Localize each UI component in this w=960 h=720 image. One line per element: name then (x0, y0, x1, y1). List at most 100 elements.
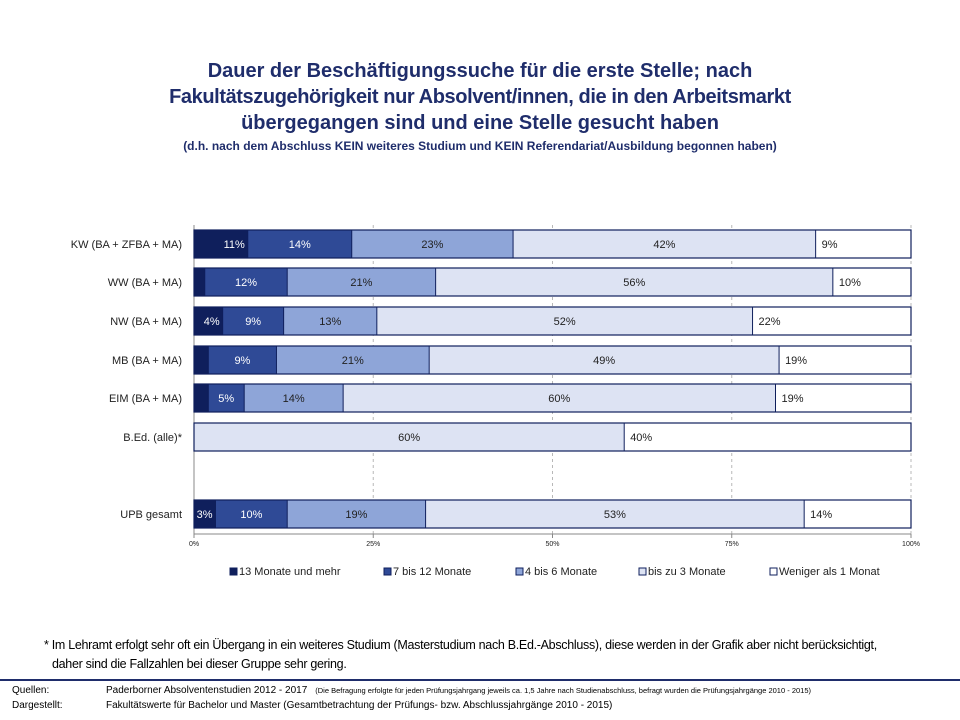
category-label: EIM (BA + MA) (109, 393, 182, 405)
data-label: 13% (319, 316, 341, 328)
data-label: 19% (785, 355, 807, 367)
bar-segment (194, 500, 216, 528)
data-label: 14% (289, 239, 311, 251)
data-label: 22% (759, 316, 781, 328)
bar-segment (351, 230, 514, 258)
data-label: 40% (630, 432, 652, 444)
data-label: 60% (548, 393, 570, 405)
data-label: 14% (810, 509, 832, 521)
data-label: 21% (342, 355, 364, 367)
footnote-line-1: * Im Lehramt erfolgt sehr oft ein Überga… (44, 638, 877, 652)
bar-outline (193, 306, 912, 336)
legend-label: 13 Monate und mehr (239, 566, 341, 578)
data-label: 9% (234, 355, 250, 367)
bar-segment (775, 384, 911, 412)
footnote: * Im Lehramt erfolgt sehr oft ein Überga… (44, 636, 877, 674)
footer-divider (0, 679, 960, 681)
chart-title-line-1: Dauer der Beschäftigungssuche für die er… (207, 60, 753, 82)
chart-title-line-2: Fakultätszugehörigkeit nur Absolvent/inn… (169, 86, 791, 108)
bar-segment (276, 346, 430, 374)
bar-segment (832, 268, 907, 296)
data-label: 21% (350, 277, 372, 289)
bar-outline (193, 267, 912, 297)
bar-segment (222, 307, 284, 335)
x-tick-label: 0% (189, 541, 199, 548)
legend-label: bis zu 3 Monate (648, 566, 726, 578)
legend-swatch (515, 567, 524, 576)
data-label: 52% (554, 316, 576, 328)
sources-text: Paderborner Absolventenstudien 2012 - 20… (106, 685, 308, 696)
bar-segment (779, 346, 911, 374)
data-label: 53% (604, 509, 626, 521)
x-tick-label: 25% (366, 541, 380, 548)
bar-segment (194, 384, 209, 412)
data-label: 12% (235, 277, 257, 289)
bar-segment (624, 423, 911, 451)
chart-title-block: Dauer der Beschäftigungssuche für die er… (0, 58, 960, 154)
bar-segment (194, 230, 248, 258)
data-label: 3% (197, 509, 213, 521)
data-label: 10% (240, 509, 262, 521)
bar-segment (244, 384, 344, 412)
chart-title-line-3: übergegangen sind und eine Stelle gesuch… (241, 112, 719, 134)
data-label: 5% (218, 393, 234, 405)
sources-note: (Die Befragung erfolgte für jeden Prüfun… (315, 686, 811, 695)
category-label: B.Ed. (alle)* (123, 432, 182, 444)
category-label: WW (BA + MA) (108, 277, 182, 289)
sources-row: Quellen: Paderborner Absolventenstudien 2… (12, 685, 811, 696)
bar-segment (194, 268, 205, 296)
data-label: 9% (245, 316, 261, 328)
data-label: 9% (822, 239, 838, 251)
bar-segment (804, 500, 906, 528)
bar-segment (208, 384, 245, 412)
data-label: 23% (421, 239, 443, 251)
data-label: 10% (839, 277, 861, 289)
data-label: 49% (593, 355, 615, 367)
bar-segment (194, 307, 223, 335)
data-label: 4% (204, 316, 220, 328)
data-label: 19% (345, 509, 367, 521)
bar-segment (513, 230, 816, 258)
category-label: NW (BA + MA) (110, 316, 182, 328)
data-label: 56% (623, 277, 645, 289)
chart-subtitle: (d.h. nach dem Abschluss KEIN weiteres S… (183, 139, 777, 153)
bar-outline (193, 499, 912, 529)
data-label: 11% (224, 239, 245, 251)
legend-label: 4 bis 6 Monate (525, 566, 597, 578)
bar-segment (343, 384, 776, 412)
bar-segment (815, 230, 883, 258)
bar-segment (435, 268, 833, 296)
legend-swatch (229, 567, 238, 576)
stacked-bar-chart: 0% 25% 50% 75% 100% KW (BA + ZFBA + MA) 11% 14%… (71, 225, 920, 578)
shown-text: Fakultätswerte für Bachelor und Master (… (106, 700, 613, 711)
bar-outline (193, 229, 912, 259)
bar-segment (204, 268, 288, 296)
sources-label: Quellen: (12, 685, 50, 696)
shown-row: Dargestellt: Fakultätswerte für Bachelor … (12, 700, 612, 711)
legend-label: 7 bis 12 Monate (393, 566, 471, 578)
x-tick-label: 50% (545, 541, 559, 548)
bar-segment (287, 500, 426, 528)
legend-label: Weniger als 1 Monat (779, 566, 880, 578)
bar-segment (425, 500, 805, 528)
bar-segment (208, 346, 277, 374)
bar-outline (193, 383, 912, 413)
data-label: 19% (781, 393, 803, 405)
shown-label: Dargestellt: (12, 700, 63, 711)
bar-segment (215, 500, 288, 528)
bar-segment (752, 307, 910, 335)
data-label: 42% (653, 239, 675, 251)
category-label: UPB gesamt (120, 509, 182, 521)
bar-segment (194, 423, 625, 451)
bar-outline (193, 345, 912, 375)
footnote-line-2: daher sind die Fallzahlen bei dieser Gru… (52, 657, 347, 671)
x-tick-label: 100% (902, 541, 920, 548)
bar-segment (247, 230, 352, 258)
category-label: MB (BA + MA) (112, 355, 182, 367)
bar-outline (193, 422, 912, 452)
x-tick-label: 75% (725, 541, 739, 548)
data-label: 60% (398, 432, 420, 444)
bar-segment (376, 307, 753, 335)
category-label: KW (BA + ZFBA + MA) (71, 239, 182, 251)
bar-segment (429, 346, 780, 374)
